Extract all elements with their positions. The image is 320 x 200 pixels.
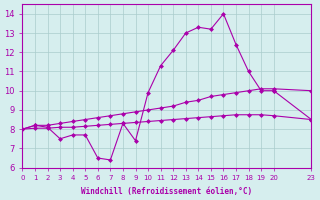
X-axis label: Windchill (Refroidissement éolien,°C): Windchill (Refroidissement éolien,°C)	[81, 187, 252, 196]
